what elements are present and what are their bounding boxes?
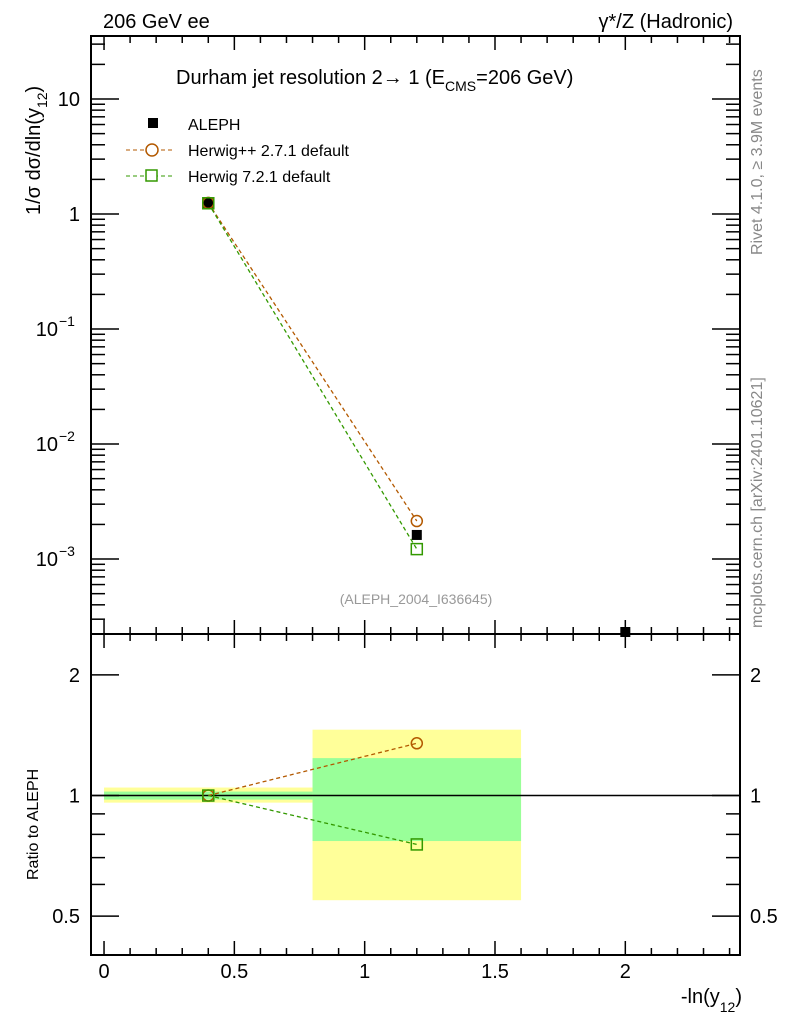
uncertainty-band-green-1 [312,758,522,842]
data-point-1 [410,514,424,528]
y-tick-exponent: −3 [59,543,75,559]
legend-label-herwig7: Herwig 7.2.1 default [188,169,331,186]
ratio-y-tick-label-right: 0.5 [750,906,778,928]
y-axis-label: 1/σ dσ/dln(y12) [23,86,50,215]
ratio-y-tick-label-right: 2 [750,665,761,687]
ratio-y-tick-label-left: 1 [69,786,80,808]
side-label-bottom: mcplots.cern.ch [arXiv:2401.10621] [749,377,766,628]
y-tick-exponent: −2 [59,428,75,444]
ratio-point-2 [202,789,215,802]
legend-marker-herwig7 [145,169,158,182]
data-point-2 [410,542,424,556]
ratio-y-tick-label-left: 2 [69,665,80,687]
y-tick-exponent: −1 [59,313,75,329]
y-tick-label: 10 [58,89,80,111]
x-tick-label: 0.5 [220,961,248,983]
ratio-point-2 [410,838,424,851]
header-left: 206 GeV ee [103,11,210,33]
x-axis-label: -ln(y12) [681,986,742,1015]
data-point-0 [411,529,422,540]
main-title: Durham jet resolution 2→ 1 (ECMS=206 GeV… [176,67,573,94]
ratio-point-1 [410,737,424,750]
data-point-2 [202,197,215,210]
legend-marker-aleph [148,118,158,128]
legend-marker-herwigpp [145,143,159,157]
ratio-plot-frame [90,633,741,956]
y-tick-label: 10 [36,319,58,341]
ratio-series-line-2 [208,794,417,846]
x-tick-label: 2 [620,961,631,983]
y-tick-label: 10 [36,434,58,456]
legend-label-herwigpp: Herwig++ 2.7.1 default [188,143,350,160]
ratio-y-axis-label: Ratio to ALEPH [25,769,42,880]
ratio-series-line-1 [208,742,417,797]
x-tick-label: 0 [98,961,109,983]
side-label-top: Rivet 4.1.0, ≥ 3.9M events [749,69,766,255]
ratio-y-tick-label-left: 0.5 [52,906,80,928]
y-tick-label: 10 [36,549,58,571]
series-line-2 [207,202,418,550]
legend: ALEPH Herwig++ 2.7.1 default Herwig 7.2.… [126,117,350,186]
data-point-0 [203,197,214,208]
header-right: γ*/Z (Hadronic) [599,11,733,33]
legend-label-aleph: ALEPH [188,117,240,134]
x-tick-label: 1 [359,961,370,983]
series-line-1 [207,202,418,522]
y-tick-label: 1 [69,204,80,226]
ratio-y-tick-label-right: 1 [750,786,761,808]
analysis-annotation: (ALEPH_2004_I636645) [340,591,493,607]
x-tick-label: 1.5 [481,961,509,983]
data-point-0 [620,627,631,637]
